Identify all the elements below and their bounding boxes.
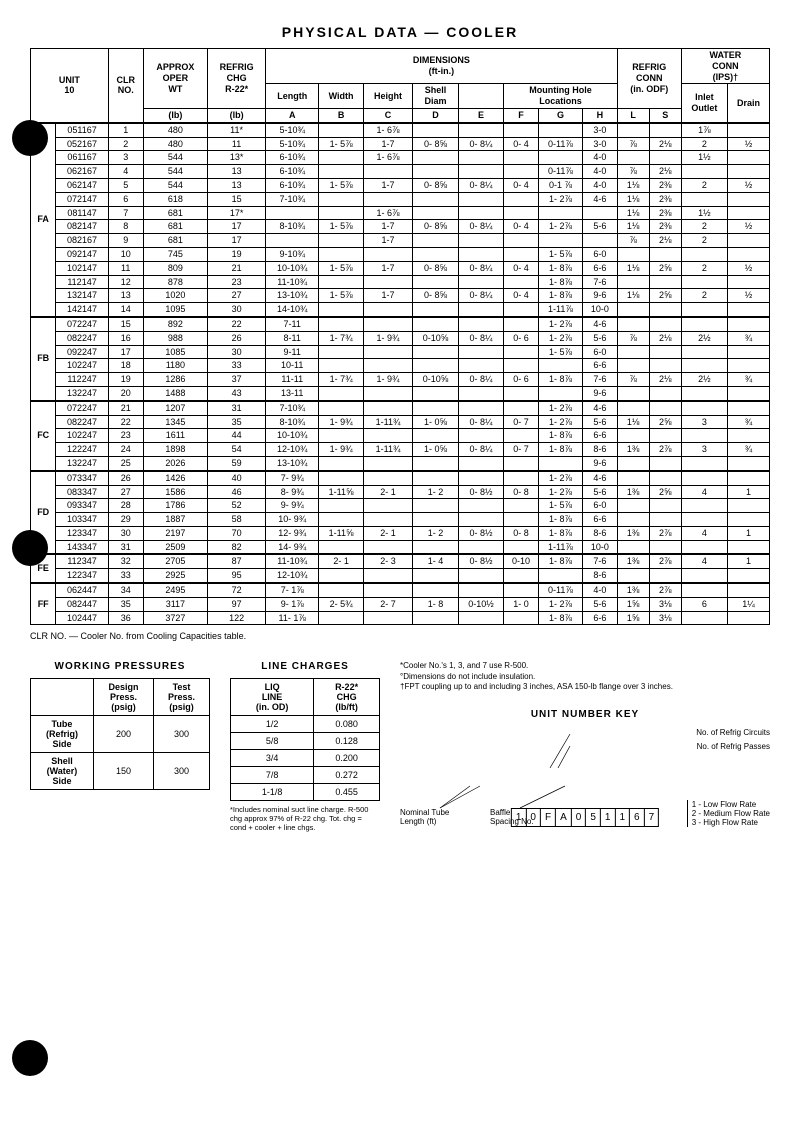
- line-table: LIQ LINE (in. OD)R-22* CHG (lb/ft) 1/20.…: [230, 678, 380, 801]
- line-title: LINE CHARGES: [230, 661, 380, 672]
- unit-key: UNIT NUMBER KEY No. of Refrig Circuits N…: [400, 709, 770, 848]
- line-note: *Includes nominal suct line charge. R-50…: [230, 805, 380, 832]
- footnotes: *Cooler No.'s 1, 3, and 7 use R-500. °Di…: [400, 661, 770, 692]
- working-title: WORKING PRESSURES: [30, 661, 210, 672]
- page-title: PHYSICAL DATA — COOLER: [30, 24, 770, 40]
- working-table: Design Press. (psig)Test Press. (psig) T…: [30, 678, 210, 790]
- clr-note: CLR NO. — Cooler No. from Cooling Capaci…: [30, 631, 770, 641]
- main-table: UNIT 10 CLR NO. APPROX OPER WT REFRIG CH…: [30, 48, 770, 625]
